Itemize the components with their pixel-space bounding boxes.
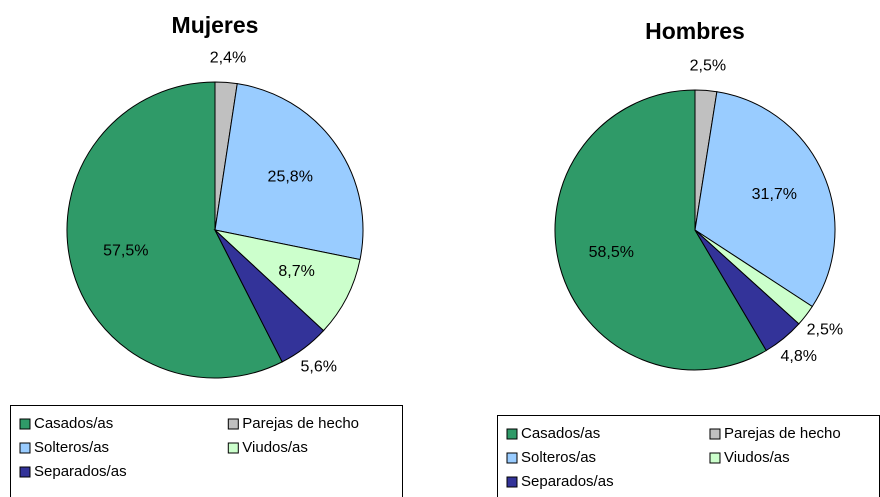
legend-label: Casados/as (34, 415, 113, 432)
legend-label: Viudos/as (242, 439, 308, 456)
data-label: 2,4% (210, 50, 246, 67)
legend-swatch (19, 442, 31, 454)
chart-title: Mujeres (172, 12, 259, 38)
legend-swatch (506, 476, 518, 488)
data-label: 31,7% (752, 186, 797, 203)
legend-label: Separados/as (34, 463, 127, 480)
legend-label: Viudos/as (724, 449, 790, 466)
legend-swatch (506, 428, 518, 440)
legend-swatch (19, 418, 31, 430)
legend-label: Separados/as (521, 473, 614, 490)
data-label: 2,5% (807, 321, 843, 338)
legend-swatch (506, 452, 518, 464)
legend-swatch (709, 452, 721, 464)
data-label: 57,5% (103, 243, 148, 260)
pie-slice (214, 83, 364, 261)
pie-slice (214, 229, 325, 363)
data-label: 58,5% (589, 244, 634, 261)
legend-swatch (227, 442, 239, 454)
legend-label: Solteros/as (34, 439, 109, 456)
pie-slice (694, 229, 800, 352)
legend-box (10, 405, 403, 497)
legend-label: Casados/as (521, 425, 600, 442)
legend-box (497, 415, 880, 497)
legend-swatch (227, 418, 239, 430)
legend-label: Parejas de hecho (724, 425, 841, 442)
legend-label: Parejas de hecho (242, 415, 359, 432)
pie-slice (66, 81, 283, 379)
chart-title: Hombres (645, 18, 745, 44)
legend-swatch (19, 466, 31, 478)
data-label: 4,8% (781, 348, 817, 365)
data-label: 2,5% (690, 58, 726, 75)
data-label: 8,7% (278, 263, 314, 280)
legend-swatch (709, 428, 721, 440)
pie-slice (554, 89, 767, 371)
data-label: 5,6% (300, 358, 336, 375)
legend-label: Solteros/as (521, 449, 596, 466)
data-label: 25,8% (268, 169, 313, 186)
